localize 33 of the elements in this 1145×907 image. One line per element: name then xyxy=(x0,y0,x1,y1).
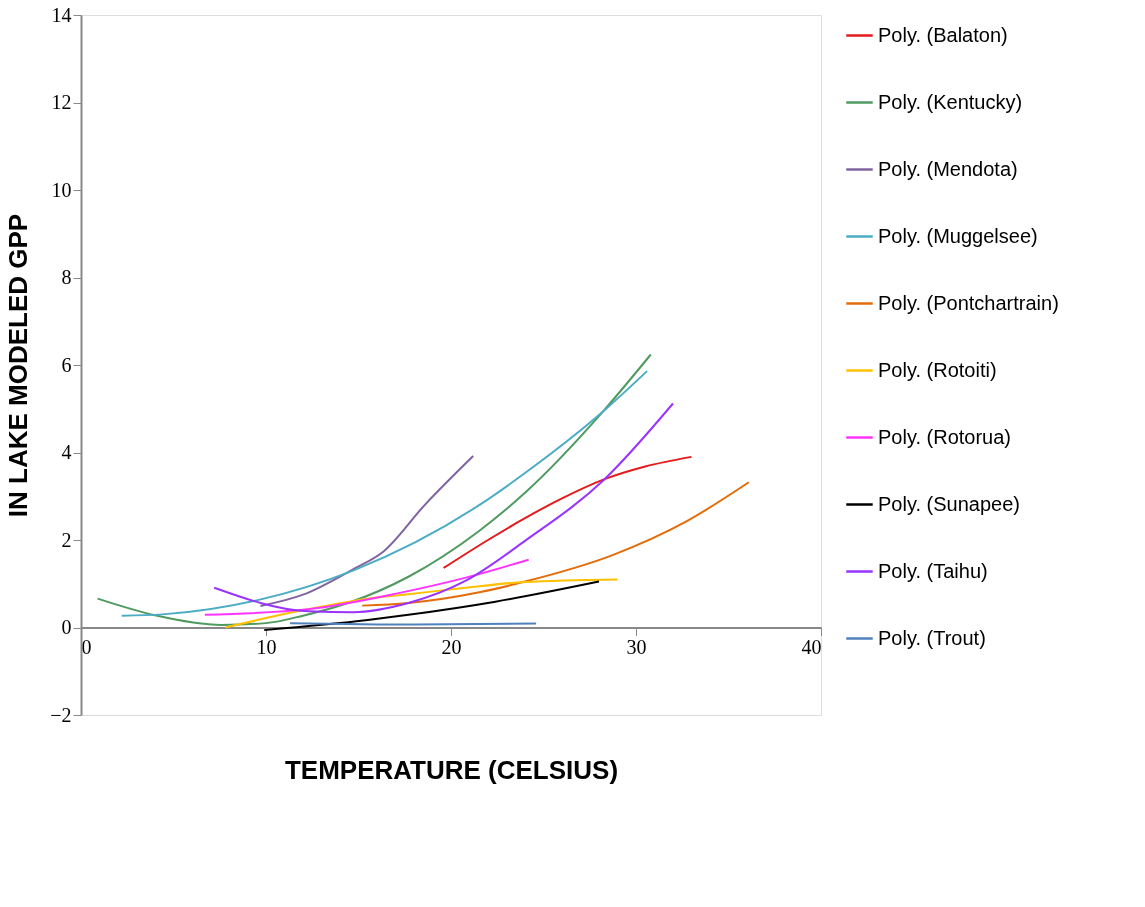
line-series xyxy=(442,455,693,569)
legend-label: Poly. (Sunapee) xyxy=(878,492,1020,515)
x-tick-label: 30 xyxy=(626,636,647,658)
y-tick-label: 2 xyxy=(61,528,72,551)
y-tick-label: 6 xyxy=(61,353,72,376)
y-tick-label: 0 xyxy=(61,616,72,638)
line-series xyxy=(224,578,619,629)
legend-label: Poly. (Trout) xyxy=(878,626,986,649)
line-series xyxy=(263,580,600,632)
y-tick-label: 8 xyxy=(61,266,72,288)
legend-label: Poly. (Kentucky) xyxy=(878,90,1023,113)
y-tick-label: 4 xyxy=(61,441,72,463)
line-series xyxy=(361,481,750,607)
legend-label: Poly. (Taihu) xyxy=(878,559,988,582)
x-tick-label: 20 xyxy=(441,636,462,658)
legend-label: Poly. (Rotoiti) xyxy=(878,358,997,381)
line-series xyxy=(203,558,530,616)
legend-label: Poly. (Rotorua) xyxy=(878,425,1012,448)
x-tick-label: 10 xyxy=(256,636,277,658)
legend-label: Poly. (Balaton) xyxy=(878,23,1008,46)
legend-label: Poly. (Mendota) xyxy=(878,157,1018,180)
x-tick-label: 0 xyxy=(81,636,92,658)
legend-label: Poly. (Pontchartrain) xyxy=(878,291,1059,314)
y-tick-label: 14 xyxy=(51,3,72,26)
legend-label: Poly. (Muggelsee) xyxy=(878,224,1038,247)
line-series xyxy=(259,455,475,608)
y-tick-label: −2 xyxy=(50,703,72,726)
y-axis-title: IN LAKE MODELED GPP xyxy=(3,213,34,518)
x-axis-title: TEMPERATURE (CELSIUS) xyxy=(284,754,619,785)
y-tick-label: 12 xyxy=(51,91,72,113)
y-tick-label: 10 xyxy=(51,178,72,201)
x-tick-label: 40 xyxy=(801,636,822,658)
line-series xyxy=(213,402,674,614)
